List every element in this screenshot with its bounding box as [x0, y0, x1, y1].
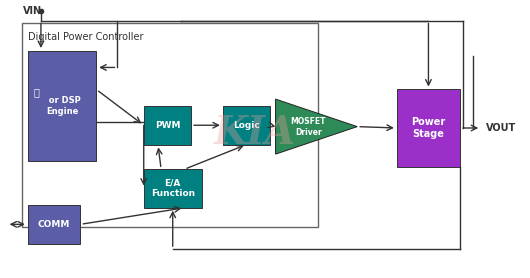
Text: COMM: COMM	[38, 220, 70, 229]
FancyBboxPatch shape	[144, 169, 202, 208]
FancyBboxPatch shape	[28, 205, 81, 244]
Text: VIN: VIN	[22, 6, 41, 16]
Text: VOUT: VOUT	[487, 123, 517, 133]
Bar	[22, 23, 317, 227]
FancyBboxPatch shape	[397, 90, 460, 167]
Text: 器: 器	[33, 87, 39, 97]
FancyBboxPatch shape	[28, 51, 96, 161]
Text: Power
Stage: Power Stage	[411, 117, 446, 139]
Text: E/A
Function: E/A Function	[151, 179, 195, 198]
Polygon shape	[276, 99, 357, 154]
Text: Digital Power Controller: Digital Power Controller	[28, 32, 143, 42]
FancyBboxPatch shape	[223, 106, 270, 145]
Text: Logic: Logic	[233, 121, 260, 130]
Text: Driver: Driver	[295, 128, 322, 136]
Text: or DSP
Engine: or DSP Engine	[43, 96, 81, 116]
Text: KIA: KIA	[214, 115, 295, 153]
Text: MOSFET: MOSFET	[291, 116, 326, 126]
Text: PWM: PWM	[155, 121, 180, 130]
FancyBboxPatch shape	[144, 106, 191, 145]
